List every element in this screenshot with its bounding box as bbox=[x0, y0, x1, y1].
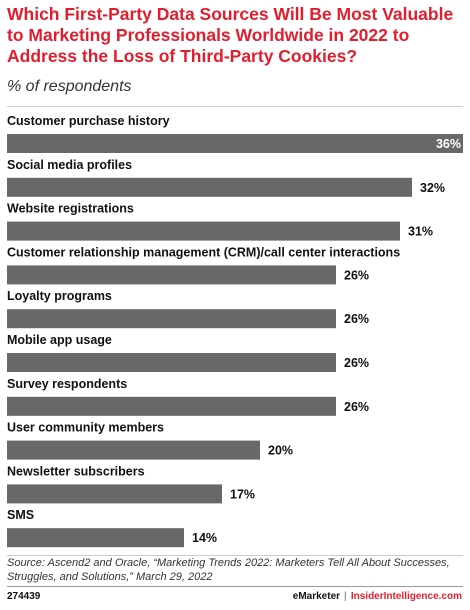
value-label: 17% bbox=[230, 487, 255, 501]
category-label: User community members bbox=[7, 421, 164, 435]
value-label: 26% bbox=[344, 356, 369, 370]
value-label: 14% bbox=[192, 531, 217, 545]
chart-subtitle: % of respondents bbox=[7, 78, 132, 95]
bar-chart: Customer purchase history 36% Social media… bbox=[7, 114, 463, 548]
category-label: Customer relationship management (CRM)/c… bbox=[7, 245, 400, 259]
category-label: Website registrations bbox=[7, 202, 134, 216]
footer-divider bbox=[7, 586, 463, 587]
value-label: 32% bbox=[420, 181, 445, 195]
category-label: Newsletter subscribers bbox=[7, 464, 145, 478]
top-divider bbox=[7, 106, 463, 107]
brand-footer: eMarketer | InsiderIntelligence.com bbox=[293, 591, 462, 602]
brand-separator: | bbox=[344, 591, 347, 602]
category-label: Customer purchase history bbox=[7, 114, 170, 128]
bar bbox=[7, 221, 400, 241]
bar bbox=[7, 396, 336, 416]
bar bbox=[7, 134, 463, 153]
category-label: Social media profiles bbox=[7, 158, 132, 172]
source-divider bbox=[7, 555, 463, 556]
brand-insider-intelligence: InsiderIntelligence.com bbox=[350, 591, 462, 602]
value-label: 31% bbox=[408, 225, 433, 239]
bar bbox=[7, 177, 412, 197]
category-label: Survey respondents bbox=[7, 377, 127, 391]
brand-emarketer: eMarketer bbox=[292, 591, 341, 602]
bar bbox=[7, 309, 336, 329]
category-label: Loyalty programs bbox=[7, 289, 112, 303]
bar bbox=[7, 528, 184, 548]
bar bbox=[7, 484, 222, 504]
bar bbox=[7, 440, 260, 460]
chart-id: 274439 bbox=[7, 591, 41, 602]
bar bbox=[7, 353, 336, 372]
value-label: 26% bbox=[344, 400, 369, 414]
chart-title: Which First-Party Data Sources Will Be M… bbox=[7, 4, 454, 66]
category-label: SMS bbox=[7, 508, 34, 522]
value-label: 36% bbox=[436, 137, 461, 151]
value-label: 26% bbox=[344, 312, 369, 326]
value-label: 20% bbox=[268, 444, 293, 458]
bar bbox=[7, 265, 336, 285]
category-label: Mobile app usage bbox=[7, 333, 112, 347]
source-note: Source: Ascend2 and Oracle, “Marketing T… bbox=[7, 557, 450, 583]
value-label: 26% bbox=[344, 268, 369, 282]
